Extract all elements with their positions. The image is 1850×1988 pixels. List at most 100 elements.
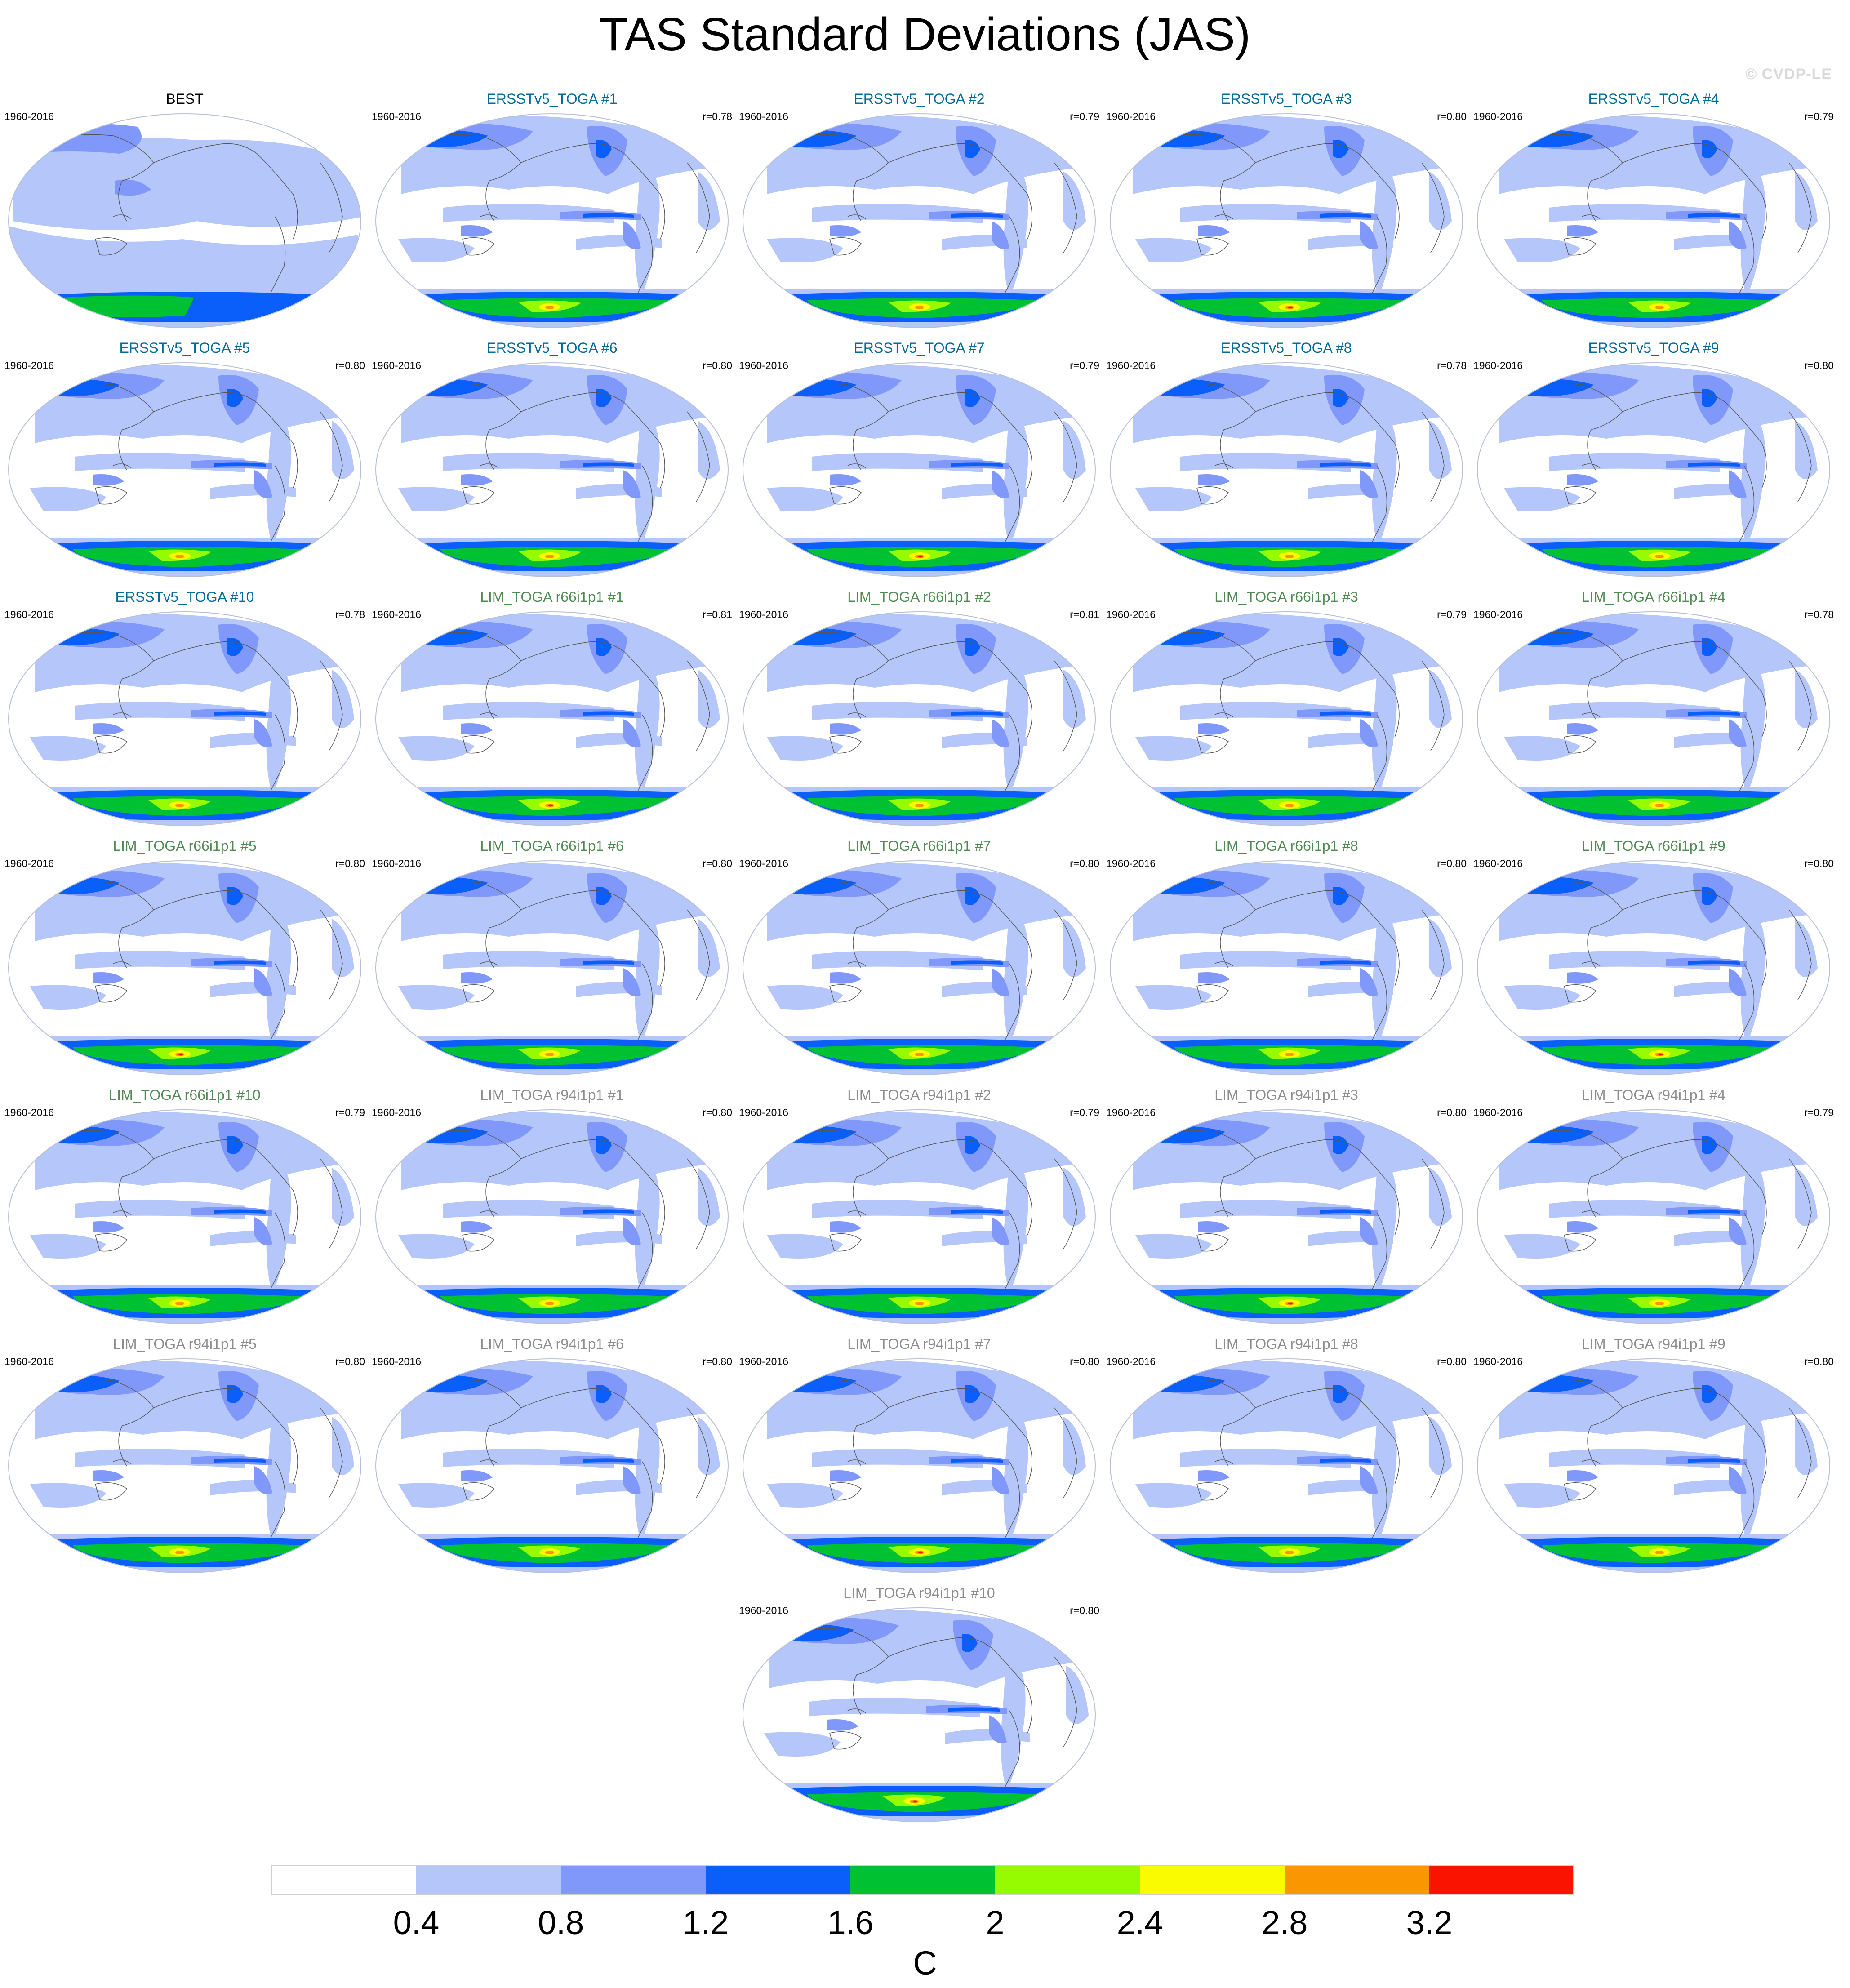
panel-period: 1960-2016 [1473, 1107, 1523, 1118]
map-field-light [635, 1154, 660, 1294]
map-field-light [1429, 1168, 1452, 1226]
colorbar-swatch [1429, 1865, 1574, 1895]
map-field-light [30, 1483, 106, 1508]
southern-ocean-orange [915, 804, 924, 807]
coastline [1622, 392, 1767, 489]
map-field-medium [992, 1217, 1009, 1245]
map-field-light [1740, 158, 1766, 298]
map-field-strong [227, 389, 243, 407]
map-field-light [698, 172, 720, 230]
southern-ocean-orange [1655, 1302, 1664, 1305]
map-field-light [1504, 238, 1580, 262]
colorbar-swatch [416, 1865, 561, 1895]
coastline [1054, 411, 1077, 502]
map-field-strong [1320, 213, 1371, 218]
panel-pattern-correlation: r=0.79 [1437, 609, 1467, 620]
southern-ocean-orange [1285, 555, 1294, 558]
map-field-light [767, 487, 843, 511]
map-field-medium [254, 470, 272, 498]
map-field-medium [827, 1719, 858, 1731]
coastline [113, 712, 132, 717]
southern-ocean-orange [1285, 804, 1294, 807]
coastline [1788, 1158, 1812, 1249]
coastline [520, 890, 665, 987]
coastline [1214, 463, 1233, 468]
coastline [320, 1158, 343, 1249]
map-field-light [30, 736, 106, 761]
colorbar-swatch [271, 1865, 416, 1895]
map-field-medium [1567, 1221, 1598, 1233]
map-outline [1110, 113, 1463, 328]
map-panel: LIM_TOGA r66i1p1 #2 1960-2016 r=0.81 [737, 588, 1101, 835]
map-field-strong [596, 389, 612, 407]
southern-ocean-red [1288, 306, 1293, 309]
map-field-strong [596, 1136, 612, 1154]
panel-title: LIM_TOGA r94i1p1 #8 [1214, 1336, 1358, 1352]
coastline [847, 1708, 866, 1713]
map-field-light [332, 1417, 354, 1475]
map-field-medium [1567, 972, 1598, 984]
panel-title: LIM_TOGA r94i1p1 #3 [1214, 1087, 1358, 1103]
map-field-strong [214, 711, 266, 716]
map-field-light [266, 905, 291, 1045]
coastline [687, 1158, 710, 1249]
map-panel: BEST 1960-2016 [3, 90, 367, 337]
map-panel: LIM_TOGA r94i1p1 #5 1960-2016 r=0.80 [3, 1335, 367, 1582]
map-field-strong [1688, 462, 1740, 467]
coastline [1372, 963, 1388, 1041]
southern-ocean-orange [175, 1302, 184, 1305]
coastline [1054, 1656, 1077, 1747]
map-field-light [1003, 407, 1028, 547]
coastline [847, 214, 866, 219]
map-field-strong [214, 960, 266, 965]
map-field-light [398, 1234, 475, 1259]
panel-title: LIM_TOGA r66i1p1 #1 [480, 589, 624, 605]
map-field-strong [1688, 1209, 1740, 1214]
map-field-light [398, 487, 475, 511]
panel-period: 1960-2016 [1473, 609, 1523, 620]
coastline [1214, 1459, 1233, 1464]
map-panel: LIM_TOGA r66i1p1 #5 1960-2016 r=0.80 [3, 837, 367, 1084]
panel-pattern-correlation: r=0.80 [703, 1356, 732, 1367]
panel-title: LIM_TOGA r66i1p1 #6 [480, 838, 624, 854]
map-panel: ERSSTv5_TOGA #4 1960-2016 r=0.79 [1472, 90, 1836, 337]
coastline [1214, 961, 1233, 966]
coastline [687, 411, 710, 502]
map-field-medium [1360, 968, 1378, 996]
panel-pattern-correlation: r=0.81 [703, 609, 732, 620]
map-outline [375, 1109, 729, 1324]
panel-title: ERSSTv5_TOGA #5 [119, 340, 250, 356]
map-field-light [767, 736, 843, 761]
map-field-strong [951, 462, 1003, 467]
coastline [1196, 1482, 1229, 1501]
map-field-medium [254, 1217, 272, 1245]
panel-pattern-correlation: r=0.80 [1070, 858, 1099, 869]
map-field-strong [962, 1634, 978, 1652]
world-map [743, 113, 1096, 328]
coastline [1582, 712, 1601, 717]
panel-pattern-correlation: r=0.80 [1070, 1605, 1099, 1616]
coastline [1788, 660, 1812, 751]
coastline [270, 963, 286, 1041]
map-field-medium [1360, 1217, 1378, 1245]
map-field-medium [1729, 221, 1747, 249]
coastline [829, 1233, 862, 1252]
panel-period: 1960-2016 [1106, 360, 1156, 371]
panel-pattern-correlation: r=0.80 [1070, 1356, 1099, 1367]
coastline [1421, 1407, 1445, 1498]
map-field-light [698, 919, 720, 977]
map-panel: LIM_TOGA r66i1p1 #3 1960-2016 r=0.79 [1104, 588, 1468, 835]
panel-pattern-correlation: r=0.80 [335, 360, 365, 371]
map-panel: ERSSTv5_TOGA #7 1960-2016 r=0.79 [737, 339, 1101, 586]
map-panel: LIM_TOGA r94i1p1 #8 1960-2016 r=0.80 [1104, 1335, 1468, 1582]
coastline [1622, 641, 1767, 738]
southern-ocean-orange [175, 1551, 184, 1554]
map-field-light [698, 1168, 720, 1226]
map-panel: LIM_TOGA r66i1p1 #7 1960-2016 r=0.80 [737, 837, 1101, 1084]
coastline [1582, 1459, 1601, 1464]
coastline [480, 961, 499, 966]
panel-period: 1960-2016 [4, 111, 54, 122]
southern-ocean-orange [545, 1551, 554, 1554]
coastline [1582, 961, 1601, 966]
coastline [480, 712, 499, 717]
